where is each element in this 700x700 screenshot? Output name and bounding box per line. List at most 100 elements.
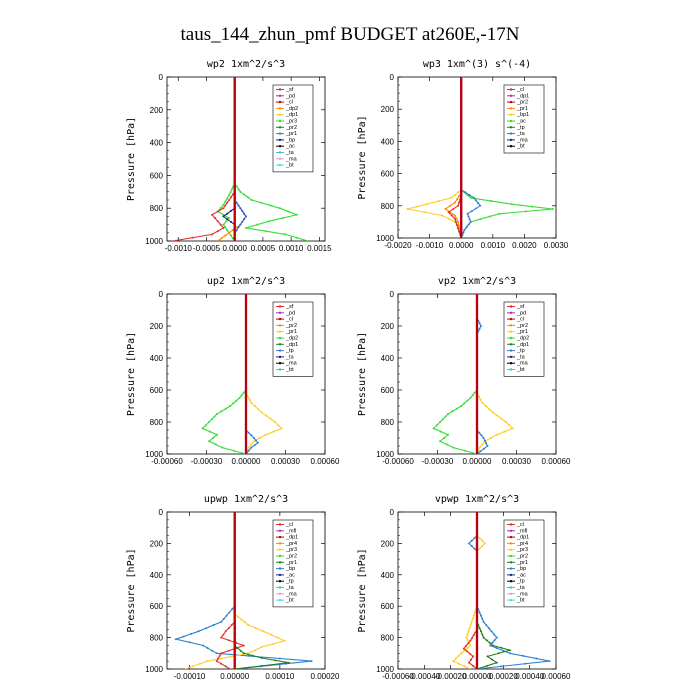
series-point bbox=[239, 223, 242, 226]
series-line-pr2 bbox=[452, 535, 486, 669]
series-point bbox=[476, 308, 478, 311]
series-point bbox=[457, 654, 460, 657]
series-point bbox=[224, 204, 227, 207]
legend-entry: _tp bbox=[516, 579, 525, 585]
legend: _sf_pd_cl_pr2_pr1_dp2_dp1_tp_ta_ma_bt bbox=[272, 301, 314, 377]
series-point bbox=[469, 644, 472, 647]
x-tick-label: 0.0010 bbox=[279, 244, 304, 253]
series-point bbox=[466, 647, 469, 650]
series-point bbox=[241, 209, 244, 212]
series-point bbox=[454, 220, 457, 223]
series-line-pr1 bbox=[234, 183, 309, 241]
series-point bbox=[496, 414, 499, 417]
series-point bbox=[450, 214, 453, 217]
series-point bbox=[235, 399, 238, 402]
series-point bbox=[227, 639, 230, 642]
legend-marker bbox=[278, 567, 282, 570]
series-point bbox=[482, 620, 485, 623]
legend-marker bbox=[509, 535, 513, 539]
x-tick-label: -0.0020 bbox=[384, 241, 412, 250]
series-point bbox=[460, 189, 463, 192]
series-point bbox=[463, 665, 466, 668]
series-point bbox=[480, 434, 483, 437]
series-point bbox=[460, 132, 463, 135]
legend-marker bbox=[278, 138, 282, 142]
series-point bbox=[476, 401, 478, 404]
legend-marker bbox=[278, 113, 282, 116]
series-point bbox=[460, 117, 463, 120]
series-point bbox=[439, 440, 442, 443]
legend-entry: _tp bbox=[516, 348, 525, 354]
series-point bbox=[480, 614, 482, 617]
y-tick-label: 200 bbox=[150, 106, 164, 115]
series-group bbox=[432, 294, 514, 454]
series-point bbox=[469, 220, 472, 223]
legend-entry: _ma bbox=[516, 361, 529, 367]
series-point bbox=[233, 135, 236, 138]
series-point bbox=[264, 230, 267, 233]
series-point bbox=[466, 639, 469, 642]
series-point bbox=[460, 156, 463, 159]
y-tick-label: 600 bbox=[150, 386, 164, 395]
series-point bbox=[416, 205, 418, 208]
legend-entry: _pr2 bbox=[285, 323, 297, 329]
series-point bbox=[460, 135, 463, 138]
series-point bbox=[240, 618, 243, 621]
series-point bbox=[239, 649, 242, 652]
series-point bbox=[216, 220, 219, 223]
series-point bbox=[247, 654, 250, 657]
legend-marker bbox=[278, 362, 282, 365]
series-point bbox=[237, 188, 240, 191]
legend-marker bbox=[509, 113, 513, 116]
series-point bbox=[495, 433, 498, 436]
series-point bbox=[233, 658, 236, 661]
series-point bbox=[253, 405, 256, 407]
series-point bbox=[458, 201, 461, 204]
series-point bbox=[233, 87, 236, 90]
series-point bbox=[262, 630, 265, 633]
series-point bbox=[460, 204, 463, 207]
series-line-bp bbox=[216, 183, 236, 241]
series-point bbox=[476, 386, 478, 389]
x-tick-label: 0.00040 bbox=[515, 672, 544, 681]
legend-marker bbox=[278, 336, 282, 340]
chart-panels: wp2 1xm^2/s^3 Pressure [hPa] 0 200 400 600 800… bbox=[126, 59, 571, 681]
series-point bbox=[228, 231, 231, 234]
series-point bbox=[274, 659, 277, 662]
series-point bbox=[233, 132, 236, 135]
series-point bbox=[245, 356, 247, 359]
series-point bbox=[460, 213, 463, 216]
legend-entry: _pr1 bbox=[285, 329, 297, 335]
series-point bbox=[310, 660, 313, 663]
series-point bbox=[473, 537, 476, 540]
series-point bbox=[460, 195, 463, 198]
series-point bbox=[476, 517, 478, 519]
series-point bbox=[460, 652, 463, 655]
series-point bbox=[278, 657, 281, 660]
series-point bbox=[218, 654, 221, 657]
series-point bbox=[456, 224, 458, 227]
panel-3: up2 1xm^2/s^3 Pressure [hPa] 0 200 400 600 800… bbox=[126, 276, 340, 466]
legend-marker bbox=[278, 598, 282, 602]
legend-entry: _mfl bbox=[516, 528, 527, 534]
legend-marker bbox=[509, 107, 513, 110]
legend-entry: _bt bbox=[285, 598, 294, 604]
series-point bbox=[466, 212, 469, 215]
series-point bbox=[452, 446, 455, 449]
series-point bbox=[222, 617, 225, 620]
series-point bbox=[469, 196, 472, 199]
series-point bbox=[464, 191, 467, 194]
series-point bbox=[482, 636, 485, 639]
series-point bbox=[247, 431, 250, 434]
legend-marker bbox=[278, 330, 282, 333]
y-tick-label: 400 bbox=[150, 571, 164, 580]
series-point bbox=[233, 583, 236, 586]
x-tick-label: -0.00040 bbox=[409, 672, 441, 681]
series-point bbox=[455, 217, 458, 220]
legend-marker bbox=[509, 368, 513, 371]
y-axis-label: Pressure [hPa] bbox=[126, 548, 137, 632]
series-point bbox=[245, 365, 247, 368]
series-point bbox=[525, 210, 527, 213]
series-point bbox=[211, 213, 214, 216]
series-point bbox=[233, 174, 236, 177]
